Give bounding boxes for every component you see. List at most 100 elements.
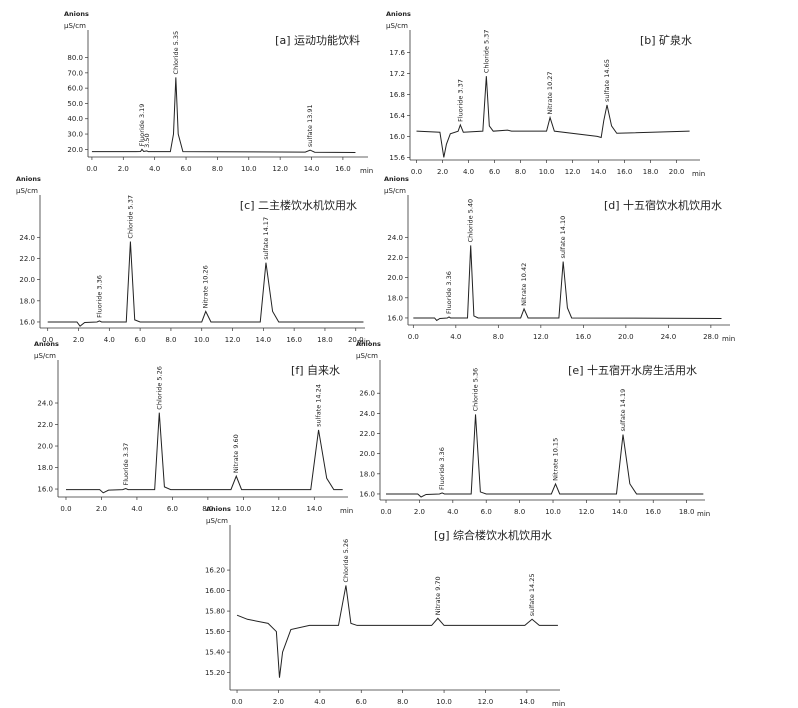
x-tick-label: 2.0 (96, 505, 107, 513)
x-tick-label: 16.0 (286, 336, 302, 344)
y-title: Anions (206, 505, 231, 513)
y-tick-label: 20.0 (387, 274, 403, 282)
y-tick-label: 16.20 (205, 567, 225, 575)
x-tick-label: 10.0 (545, 508, 561, 516)
y-tick-label: 22.0 (19, 255, 35, 263)
y-tick-label: 20.0 (67, 146, 83, 154)
y-tick-label: 16.0 (389, 133, 405, 141)
x-tick-label: 0.0 (408, 333, 419, 341)
y-tick-label: 16.0 (359, 490, 375, 498)
y-tick-label: 16.8 (389, 91, 405, 99)
y-title: Anions (34, 340, 59, 348)
x-tick-label: 2.0 (73, 336, 84, 344)
y-tick-label: 16.00 (205, 587, 225, 595)
x-tick-label: 10.0 (236, 505, 252, 513)
x-tick-label: 18.0 (679, 508, 695, 516)
x-tick-label: 14.0 (519, 698, 535, 706)
x-tick-label: 4.0 (314, 698, 325, 706)
x-tick-label: 12.0 (272, 165, 288, 173)
x-tick-label: 16.0 (576, 333, 592, 341)
peak-label: Fluoride 3.36 (95, 275, 103, 318)
x-tick-label: 2.0 (414, 508, 425, 516)
y-title: Anions (356, 340, 381, 348)
y-unit: µS/cm (386, 22, 408, 30)
y-tick-label: 18.0 (37, 464, 53, 472)
peak-label: Nitrate 9.70 (434, 576, 442, 615)
peak-label: Chloride 5.26 (342, 539, 350, 583)
y-tick-label: 15.80 (205, 608, 225, 616)
chart-title: [b] 矿泉水 (640, 33, 692, 47)
x-tick-label: 24.0 (661, 333, 677, 341)
y-tick-label: 60.0 (67, 85, 83, 93)
x-tick-label: 14.0 (591, 168, 607, 176)
peak-label: Fluoride 3.36 (438, 447, 446, 490)
trace (47, 241, 364, 327)
x-tick-label: 0.0 (86, 165, 97, 173)
x-tick-label: 28.0 (703, 333, 719, 341)
peak-label: sulfate 14.25 (528, 573, 536, 616)
y-title: Anions (386, 10, 411, 18)
y-tick-label: 24.0 (359, 410, 375, 418)
x-tick-label: 20.0 (618, 333, 634, 341)
x-tick-label: 12.0 (533, 333, 549, 341)
peak-label: Chloride 5.26 (155, 366, 163, 410)
x-tick-label: 16.0 (335, 165, 351, 173)
y-tick-label: 24.0 (19, 234, 35, 242)
y-tick-label: 15.6 (389, 154, 405, 162)
peak-label: sulfate 13.91 (306, 104, 314, 147)
x-tick-label: 14.0 (612, 508, 628, 516)
peak-label: Nitrate 10.26 (202, 265, 210, 308)
y-unit: µS/cm (16, 187, 38, 195)
y-unit: µS/cm (64, 22, 86, 30)
x-tick-label: 8.0 (514, 508, 525, 516)
peak-label: Nitrate 10.42 (520, 263, 528, 306)
x-unit: min (357, 338, 370, 346)
y-tick-label: 15.40 (205, 649, 225, 657)
x-tick-label: 2.0 (118, 165, 129, 173)
x-tick-label: 16.0 (617, 168, 633, 176)
x-unit: min (692, 170, 705, 178)
x-tick-label: 2.0 (273, 698, 284, 706)
y-tick-label: 18.0 (359, 470, 375, 478)
y-unit: µS/cm (34, 352, 56, 360)
x-tick-label: 4.0 (131, 505, 142, 513)
x-tick-label: 2.0 (437, 168, 448, 176)
x-tick-label: 12.0 (225, 336, 241, 344)
x-tick-label: 6.0 (180, 165, 191, 173)
x-unit: min (722, 335, 735, 343)
peak-label: sulfate 14.10 (559, 216, 567, 259)
peak-label: Fluoride 3.37 (456, 79, 464, 122)
x-unit: min (340, 507, 353, 515)
x-tick-label: 4.0 (450, 333, 461, 341)
peak-label: Chloride 5.37 (126, 195, 134, 239)
peak-label: Chloride 5.35 (172, 31, 180, 75)
peak-label: Nitrate 9.60 (232, 434, 240, 473)
peak-label: sulfate 14.65 (603, 59, 611, 102)
x-tick-label: 0.0 (42, 336, 53, 344)
x-tick-label: 6.0 (167, 505, 178, 513)
y-title: Anions (16, 175, 41, 183)
x-tick-label: 8.0 (493, 333, 504, 341)
peak-label: Chloride 5.40 (467, 199, 475, 243)
peak-label: Nitrate 10.27 (546, 71, 554, 114)
chart-title: [g] 综合楼饮水机饮用水 (434, 528, 552, 542)
x-tick-label: 20.0 (669, 168, 685, 176)
x-tick-label: 0.0 (60, 505, 71, 513)
x-tick-label: 6.0 (135, 336, 146, 344)
y-tick-label: 16.0 (37, 486, 53, 494)
x-tick-label: 4.0 (149, 165, 160, 173)
x-tick-label: 10.0 (436, 698, 452, 706)
trace (236, 585, 558, 678)
trace (386, 414, 704, 498)
x-tick-label: 4.0 (463, 168, 474, 176)
x-tick-label: 10.0 (539, 168, 555, 176)
x-tick-label: 14.0 (256, 336, 272, 344)
y-unit: µS/cm (384, 187, 406, 195)
x-tick-label: 14.0 (304, 165, 320, 173)
y-tick-label: 26.0 (359, 390, 375, 398)
x-tick-label: 12.0 (478, 698, 494, 706)
x-unit: min (552, 700, 565, 708)
y-tick-label: 15.20 (205, 669, 225, 677)
y-tick-label: 16.4 (389, 112, 405, 120)
